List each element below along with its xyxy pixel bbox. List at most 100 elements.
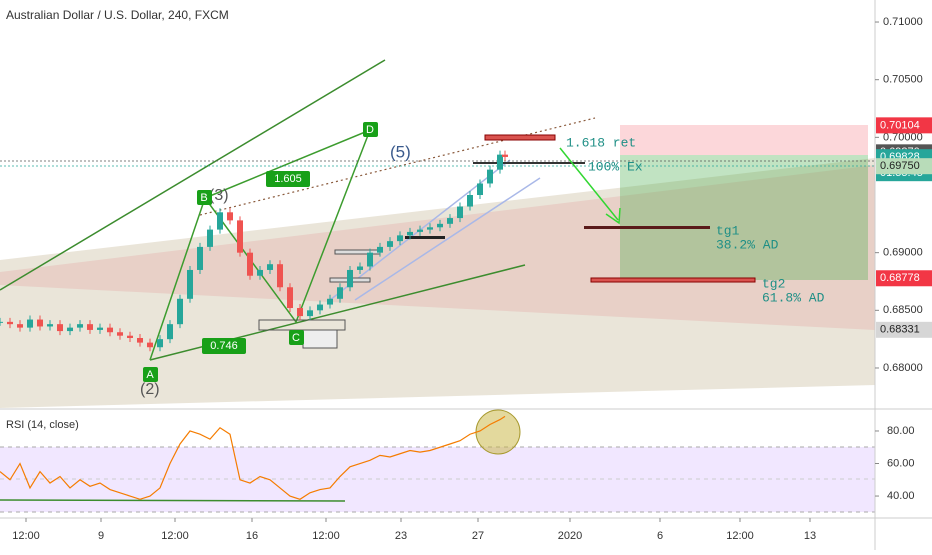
price-tag-label: 0.69750 bbox=[880, 160, 920, 172]
annotations: (5) (3) (2) A B C D 1.605 0.746 1.618 re… bbox=[140, 122, 825, 398]
candle bbox=[157, 339, 163, 348]
price-tag bbox=[876, 270, 932, 287]
annotation: 100% Ex bbox=[588, 159, 643, 174]
candle bbox=[457, 206, 463, 219]
chart-title: Australian Dollar / U.S. Dollar, 240, FX… bbox=[6, 8, 229, 22]
candle bbox=[397, 235, 403, 242]
rsi-line bbox=[0, 415, 506, 500]
candle bbox=[257, 269, 263, 276]
candle bbox=[87, 324, 93, 330]
candle bbox=[367, 252, 373, 267]
point-badge bbox=[289, 330, 304, 345]
price-tag bbox=[876, 158, 932, 175]
candle bbox=[7, 321, 13, 325]
channel-line bbox=[354, 177, 541, 301]
candle bbox=[447, 218, 453, 224]
x-tick-label: 6 bbox=[657, 530, 663, 542]
point-label: A bbox=[146, 369, 154, 381]
level-box bbox=[484, 134, 556, 141]
candle bbox=[497, 154, 503, 170]
candle bbox=[477, 183, 483, 196]
annotation: 38.2% AD bbox=[716, 237, 779, 252]
level-box bbox=[405, 236, 445, 239]
candle bbox=[17, 324, 23, 328]
x-tick-label: 12:00 bbox=[726, 530, 754, 542]
annotation: 61.8% AD bbox=[762, 290, 825, 305]
rsi bbox=[0, 415, 506, 500]
price-tag-label: 0.70104 bbox=[880, 119, 920, 131]
x-tick-label: 27 bbox=[472, 530, 484, 542]
candle bbox=[47, 324, 53, 327]
axes: 0.68000 0.68500 0.69000 0.70000 0.70500 0.710… bbox=[12, 16, 932, 542]
candle bbox=[377, 246, 383, 253]
x-tick-label: 2020 bbox=[558, 530, 582, 542]
candle bbox=[77, 324, 83, 328]
candle bbox=[317, 304, 323, 311]
y-tick-label: 0.68500 bbox=[883, 304, 923, 316]
point-badge bbox=[143, 367, 158, 382]
candle bbox=[267, 264, 273, 270]
candle bbox=[427, 227, 433, 230]
candle bbox=[197, 246, 203, 270]
candle bbox=[287, 287, 293, 309]
candle bbox=[237, 220, 243, 253]
candle bbox=[247, 252, 253, 276]
candle bbox=[117, 332, 123, 336]
target-zone bbox=[620, 155, 868, 280]
x-tick-label: 12:00 bbox=[161, 530, 189, 542]
annotation: tg2 bbox=[762, 276, 785, 291]
level-box bbox=[334, 249, 381, 255]
point-label: D bbox=[366, 124, 374, 136]
trend-line bbox=[0, 59, 386, 291]
point-badge bbox=[197, 190, 212, 205]
rsi-tick-label: 80.00 bbox=[887, 425, 915, 437]
x-tick-label: 23 bbox=[395, 530, 407, 542]
arrow-head bbox=[605, 207, 621, 225]
ratio-badge bbox=[202, 338, 246, 354]
candle bbox=[307, 310, 313, 317]
candle bbox=[127, 335, 133, 339]
candle bbox=[167, 324, 173, 340]
rsi-title: RSI (14, close) bbox=[6, 419, 79, 431]
rsi-trend bbox=[0, 499, 346, 502]
rsi-tick-label: 40.00 bbox=[887, 490, 915, 502]
ratio-label: 0.746 bbox=[210, 340, 238, 352]
candle bbox=[67, 327, 73, 332]
candle bbox=[0, 321, 3, 323]
arrow bbox=[559, 147, 619, 221]
candle bbox=[27, 319, 33, 328]
x-tick-label: 16 bbox=[246, 530, 258, 542]
rsi-tick-label: 60.00 bbox=[887, 457, 915, 469]
candle bbox=[347, 269, 353, 288]
candle bbox=[277, 264, 283, 288]
candle bbox=[337, 287, 343, 299]
point-label: C bbox=[292, 332, 300, 344]
x-tick-label: 9 bbox=[98, 530, 104, 542]
y-tick-label: 0.70500 bbox=[883, 74, 923, 86]
wave-label: (3) bbox=[209, 187, 229, 204]
candle bbox=[387, 241, 393, 247]
candle bbox=[487, 169, 493, 184]
abcd-pattern bbox=[149, 128, 372, 361]
candle bbox=[97, 327, 103, 330]
x-tick-label: 13 bbox=[804, 530, 816, 542]
level-box bbox=[590, 277, 756, 283]
stop-zone bbox=[620, 125, 868, 155]
candle bbox=[207, 229, 213, 247]
candle bbox=[357, 266, 363, 270]
drawings bbox=[0, 59, 875, 408]
annotation: 1.618 ret bbox=[566, 135, 636, 150]
candle bbox=[137, 338, 143, 343]
candle bbox=[502, 154, 508, 157]
price-tag-label: 0.68331 bbox=[880, 324, 920, 336]
candle bbox=[327, 298, 333, 305]
point-badge bbox=[363, 122, 378, 137]
x-tick-label: 12:00 bbox=[312, 530, 340, 542]
candle bbox=[57, 324, 63, 332]
candle bbox=[217, 212, 223, 230]
ratio-label: 1.605 bbox=[274, 173, 302, 185]
y-tick-label: 0.71000 bbox=[883, 16, 923, 28]
candle bbox=[227, 212, 233, 221]
highlight bbox=[475, 409, 521, 455]
candle bbox=[147, 342, 153, 348]
